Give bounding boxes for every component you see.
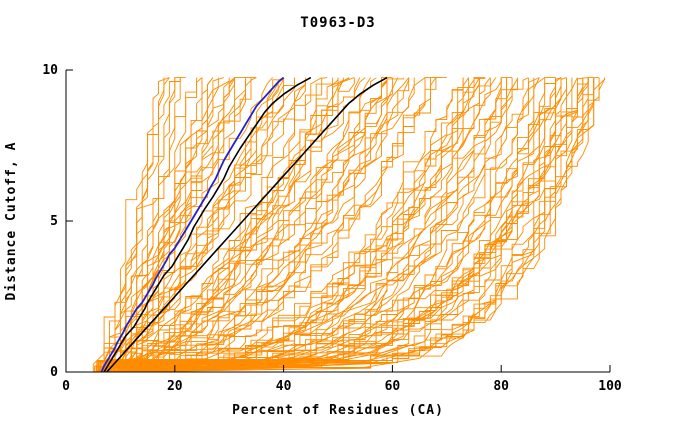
highlighted-model-black-steep-curve [103, 76, 312, 373]
orange-model-curve [118, 77, 350, 373]
orange-model-curve [107, 77, 311, 372]
x-tick-label: 80 [493, 379, 509, 394]
orange-model-curve [109, 77, 246, 373]
orange-model-curve [133, 77, 540, 372]
y-tick-label: 5 [50, 214, 58, 229]
orange-model-curve [130, 77, 203, 373]
orange-model-curve [95, 77, 480, 372]
orange-model-curve [111, 77, 170, 373]
chart-title: T0963-D3 [300, 15, 375, 31]
orange-model-curve [108, 77, 366, 373]
orange-model-curve [96, 77, 447, 372]
orange-model-curve [133, 77, 236, 373]
orange-model-curve [99, 77, 410, 372]
orange-model-curve [106, 77, 502, 372]
orange-model-curve [116, 77, 388, 373]
orange-model-curve [119, 77, 328, 373]
orange-model-curve [107, 77, 606, 372]
orange-model-curve [128, 77, 464, 372]
orange-model-curve [98, 77, 257, 373]
orange-model-curve [118, 77, 436, 372]
orange-model-curve [103, 77, 170, 373]
orange-model-curve [133, 77, 578, 372]
orange-model-curve [113, 77, 557, 373]
y-tick-label: 10 [42, 63, 58, 78]
orange-model-curve [120, 77, 518, 373]
orange-model-curve [115, 77, 295, 372]
x-tick-label: 0 [62, 379, 70, 394]
x-tick-label: 40 [276, 379, 292, 394]
orange-model-curve [125, 77, 589, 372]
orange-model-curve [131, 77, 426, 373]
highlighted-model-blue-curve [100, 76, 285, 373]
orange-model-curve [106, 77, 595, 372]
orange-model-curve [128, 77, 176, 373]
orange-model-curve [125, 77, 469, 373]
orange-model-curve [124, 77, 339, 373]
y-axis-label: Distance Cutoff, A [4, 142, 19, 301]
curves-layer [92, 76, 606, 373]
axes-layer: 0 20 40 60 80 100 0 5 10 [42, 63, 622, 394]
orange-model-curve [103, 77, 235, 372]
x-tick-label: 100 [598, 379, 622, 394]
orange-model-curve [106, 77, 437, 372]
orange-model-curve [122, 77, 557, 373]
orange-model-curve [94, 77, 562, 372]
orange-model-curve [99, 77, 562, 373]
orange-model-curve [103, 77, 371, 372]
highlighted-model-black-shallow-curve [106, 76, 388, 373]
x-tick-label: 60 [385, 379, 401, 394]
orange-model-curve [95, 77, 361, 372]
orange-model-curve [115, 77, 236, 373]
orange-model-curve [97, 77, 230, 372]
x-tick-label: 20 [167, 379, 183, 394]
orange-model-curve [120, 77, 497, 372]
x-axis-label: Percent of Residues (CA) [232, 403, 444, 418]
orange-model-curve [101, 77, 295, 373]
orange-model-curve [123, 77, 404, 372]
orange-model-curve [125, 77, 535, 372]
orange-model-curve [129, 77, 513, 372]
orange-model-curve [121, 77, 486, 373]
orange-model-curve [119, 77, 181, 372]
y-tick-label: 0 [50, 365, 58, 380]
orange-model-curve [124, 77, 595, 372]
